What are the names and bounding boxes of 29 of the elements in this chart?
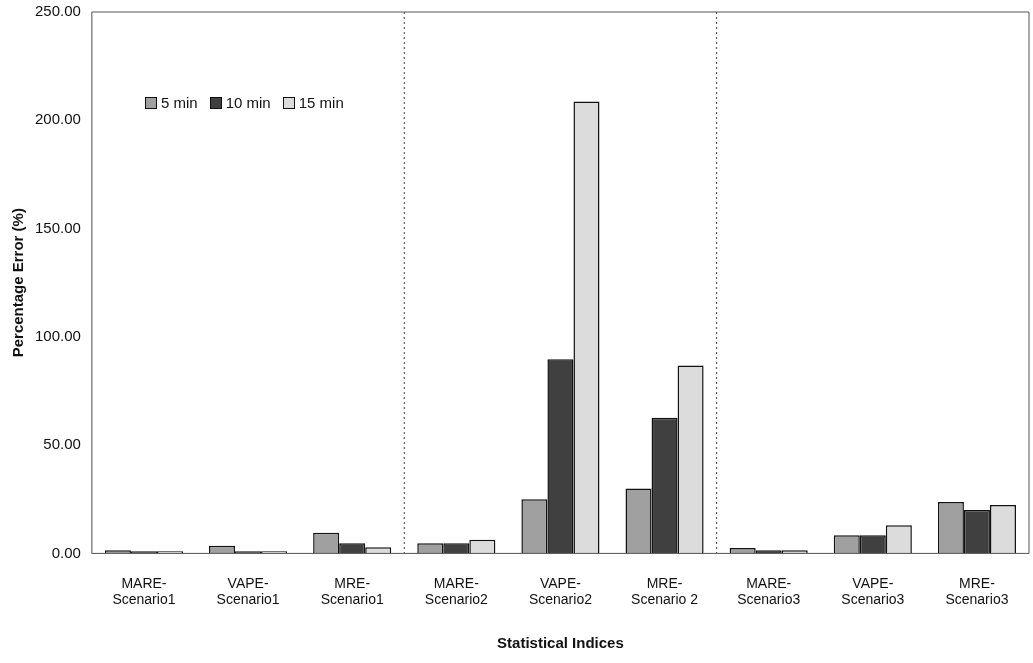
- category-label: Scenario1: [216, 591, 280, 608]
- category-label: MARE-: [121, 574, 167, 591]
- category-label: Scenario2: [528, 591, 592, 608]
- legend-label: 5 min: [161, 94, 198, 111]
- category-label: Scenario3: [841, 591, 905, 608]
- category-label: Scenario1: [112, 591, 176, 608]
- category-label: VAPE-: [539, 574, 581, 591]
- category-label: MRE-: [959, 574, 995, 591]
- category-label: Scenario3: [737, 591, 801, 608]
- category-label: VAPE-: [852, 574, 894, 591]
- category-label: Scenario3: [945, 591, 1009, 608]
- y-tick-label: 250.00: [34, 2, 81, 20]
- y-tick-label: 0.00: [51, 543, 81, 561]
- y-tick-label: 100.00: [34, 326, 81, 344]
- legend-label: 15 min: [298, 94, 344, 111]
- category-label: Scenario1: [320, 591, 384, 608]
- category-label: Scenario 2: [631, 591, 699, 608]
- category-label: MARE-: [433, 574, 479, 591]
- y-tick-label: 200.00: [34, 110, 81, 128]
- category-label: VAPE-: [227, 574, 269, 591]
- x-axis-title: Statistical Indices: [497, 634, 624, 652]
- category-label: MARE-: [746, 574, 792, 591]
- category-label: Scenario2: [424, 591, 488, 608]
- category-label: MRE-: [646, 574, 683, 591]
- y-axis-title: Percentage Error (%): [9, 208, 27, 358]
- category-label: MRE-: [334, 574, 371, 591]
- legend-label: 10 min: [225, 94, 271, 111]
- y-tick-label: 150.00: [34, 218, 81, 236]
- y-tick-label: 50.00: [43, 435, 81, 453]
